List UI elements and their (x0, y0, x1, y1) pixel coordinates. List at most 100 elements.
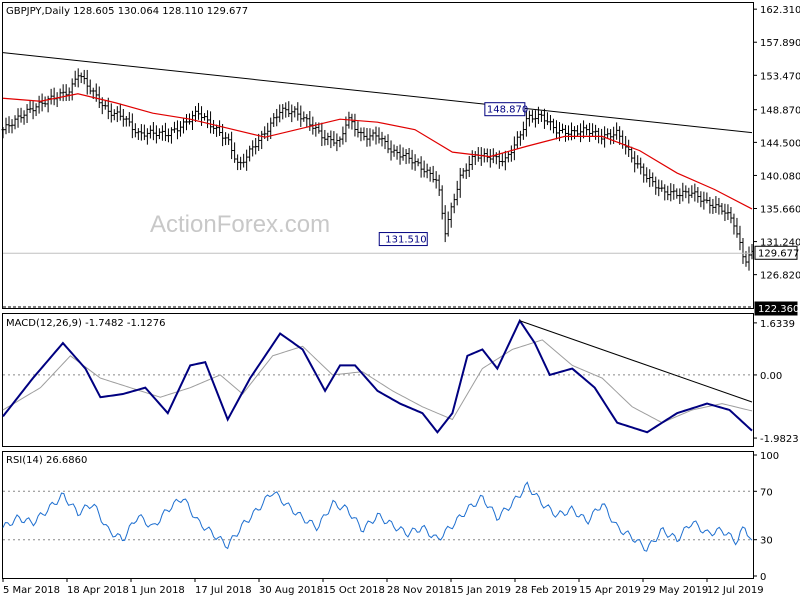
price-bar (97, 86, 101, 109)
price-bar (203, 113, 207, 121)
price-bar (488, 149, 492, 168)
price-bar (461, 168, 465, 179)
price-bar (735, 217, 739, 238)
price-bar (747, 246, 751, 271)
price-bar (227, 133, 231, 145)
price-bar (554, 120, 558, 140)
price-bar (633, 151, 637, 173)
price-bar (85, 69, 89, 95)
price-bar (61, 84, 65, 102)
price-bar (353, 113, 357, 137)
price-bar (518, 130, 522, 146)
price-bar (142, 124, 146, 141)
price-bar (594, 124, 598, 140)
price-bar (386, 134, 390, 154)
price-bar (615, 122, 619, 140)
price-bar (564, 124, 568, 142)
x-tick-label: 29 May 2019 (643, 585, 708, 596)
rsi-tick-label: 0 (760, 572, 766, 583)
macd-y-axis: 1.6339 0.00 -1.9823 (753, 319, 799, 445)
price-bar (266, 122, 270, 142)
price-bar (512, 136, 516, 161)
price-bar (22, 110, 26, 125)
floor-price-label-box (754, 301, 798, 316)
price-bar (642, 163, 646, 183)
price-bar (239, 156, 243, 170)
moving-average-line (2, 93, 753, 210)
rsi-y-axis: 100 70 30 0 (753, 451, 779, 583)
rsi-lines (2, 481, 753, 552)
price-bar (248, 145, 252, 162)
price-bar (136, 128, 140, 140)
price-bar (374, 126, 378, 145)
price-y-axis: 162.310 157.890 153.470 148.870 144.500 140.0… (753, 5, 800, 282)
x-tick-label: 1 Jun 2018 (131, 585, 185, 596)
price-bar (191, 110, 195, 131)
price-bar (67, 87, 71, 101)
price-bar (139, 124, 143, 141)
price-bar (410, 149, 414, 170)
macd-panel-title: MACD(12,26,9) -1.7482 -1.1276 (6, 318, 166, 329)
price-bar (293, 106, 297, 118)
price-bar (178, 121, 182, 137)
price-bar (151, 122, 155, 141)
price-bar (166, 128, 170, 143)
price-bar (103, 100, 107, 110)
price-bar (539, 110, 543, 122)
peak-annotation-box (484, 102, 526, 117)
price-bar (401, 147, 405, 161)
macd-line (2, 318, 753, 434)
price-bar (585, 124, 589, 136)
price-bar (389, 140, 393, 161)
price-bar (242, 153, 246, 168)
price-bar (485, 148, 489, 163)
price-bar (606, 128, 610, 139)
price-bar (509, 145, 513, 162)
macd-lines (2, 318, 753, 434)
price-bar (449, 202, 453, 228)
price-bar (169, 127, 173, 144)
price-bar (281, 104, 285, 120)
price-bar (663, 184, 667, 201)
price-bar (218, 120, 222, 136)
price-bar (148, 125, 152, 139)
price-bar (130, 113, 134, 139)
x-tick-label: 12 Jul 2019 (707, 585, 764, 596)
price-bar (455, 180, 459, 206)
price-bar (434, 171, 438, 189)
price-bar (10, 119, 14, 134)
price-bar (245, 149, 249, 171)
price-bar (43, 96, 47, 108)
price-bar (428, 166, 432, 182)
price-bar (118, 103, 122, 121)
price-bar (154, 125, 158, 144)
price-bar (145, 128, 149, 145)
price-bar (750, 243, 754, 260)
price-tick-label: 144.500 (760, 138, 800, 149)
price-bar (160, 125, 164, 141)
price-bar (329, 130, 333, 149)
price-bar (383, 135, 387, 150)
price-bar (46, 95, 50, 113)
price-bar (681, 182, 685, 202)
price-bar (257, 133, 261, 151)
price-bar (290, 104, 294, 123)
macd-tick-label: 1.6339 (760, 319, 795, 330)
price-bar (175, 120, 179, 140)
price-bar (284, 102, 288, 118)
price-bar (639, 157, 643, 175)
price-bar (741, 237, 745, 264)
price-bar (693, 183, 697, 202)
price-bar (359, 127, 363, 142)
price-bar (506, 151, 510, 163)
price-bar (392, 144, 396, 157)
rsi-tick-label: 70 (760, 487, 773, 498)
price-bar (115, 106, 119, 123)
price-tick-label: 135.660 (760, 205, 800, 216)
price-bar (172, 121, 176, 133)
price-bar (630, 146, 634, 163)
price-tick-label: 131.240 (760, 238, 800, 249)
price-bar (524, 110, 528, 137)
price-bar (19, 107, 23, 123)
price-bar (560, 123, 564, 134)
